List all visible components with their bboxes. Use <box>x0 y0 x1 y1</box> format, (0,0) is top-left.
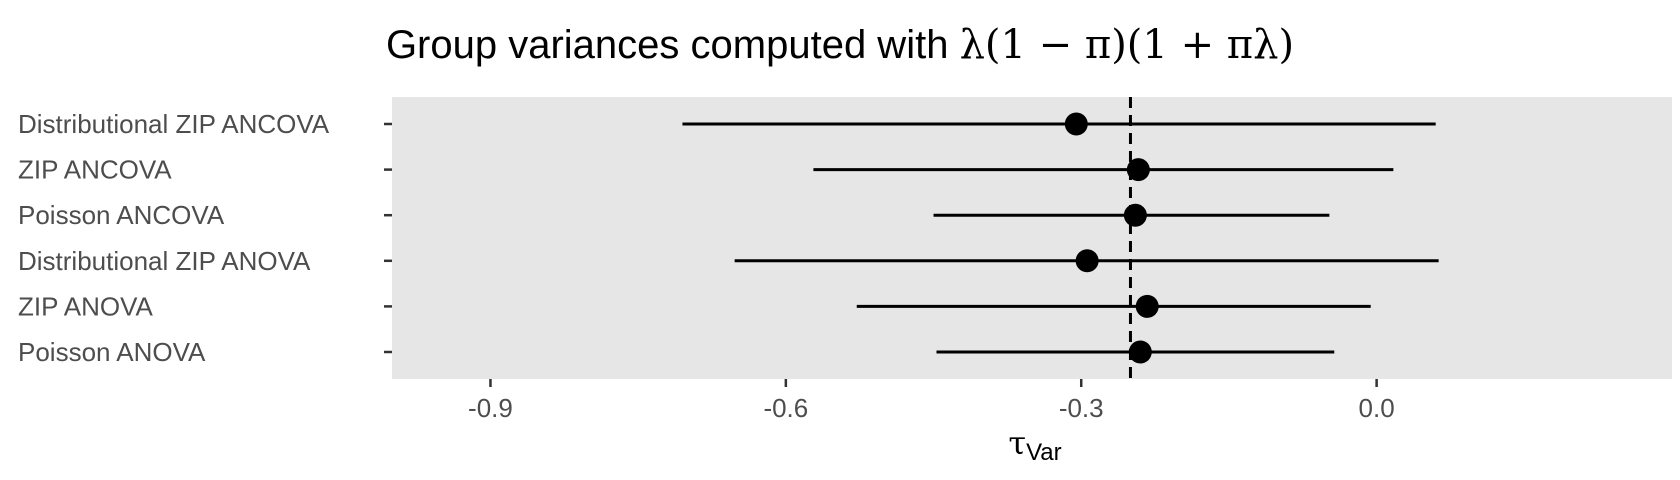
estimate-point-distributional-zip-anova <box>1075 249 1099 273</box>
x-tick-label: -0.6 <box>763 393 808 423</box>
x-tick-label: -0.3 <box>1059 393 1104 423</box>
chart-title: Group variances computed with λ(1 − π)(1… <box>386 22 1294 68</box>
x-tick-label: -0.9 <box>468 393 513 423</box>
chart-marks <box>682 97 1439 379</box>
x-axis-label-main: τ <box>1008 424 1026 462</box>
y-tick-label-zip-ancova: ZIP ANCOVA <box>18 155 172 185</box>
plot-panel <box>392 97 1672 379</box>
estimate-point-zip-anova <box>1135 294 1159 318</box>
y-tick-label-distributional-zip-ancova: Distributional ZIP ANCOVA <box>18 109 330 139</box>
y-tick-label-zip-anova: ZIP ANOVA <box>18 291 154 321</box>
chart-title-formula: λ(1 − π)(1 + πλ) <box>960 22 1295 68</box>
x-axis-label: τVar <box>1008 424 1061 466</box>
estimate-point-zip-ancova <box>1126 158 1150 182</box>
chart-title-prefix: Group variances computed with <box>386 23 960 67</box>
y-tick-label-poisson-anova: Poisson ANOVA <box>18 337 206 367</box>
estimate-point-distributional-zip-ancova <box>1064 112 1088 136</box>
estimate-point-poisson-ancova <box>1123 203 1147 227</box>
x-axis: -0.9 -0.6 -0.3 0.0 <box>468 379 1395 423</box>
estimate-point-poisson-anova <box>1128 340 1152 364</box>
x-tick-label: 0.0 <box>1359 393 1395 423</box>
x-axis-label-subscript: Var <box>1026 439 1062 466</box>
y-tick-label-poisson-ancova: Poisson ANCOVA <box>18 200 225 230</box>
y-axis: Distributional ZIP ANCOVA ZIP ANCOVA Poiss… <box>18 109 392 367</box>
y-tick-label-distributional-zip-anova: Distributional ZIP ANOVA <box>18 246 311 276</box>
